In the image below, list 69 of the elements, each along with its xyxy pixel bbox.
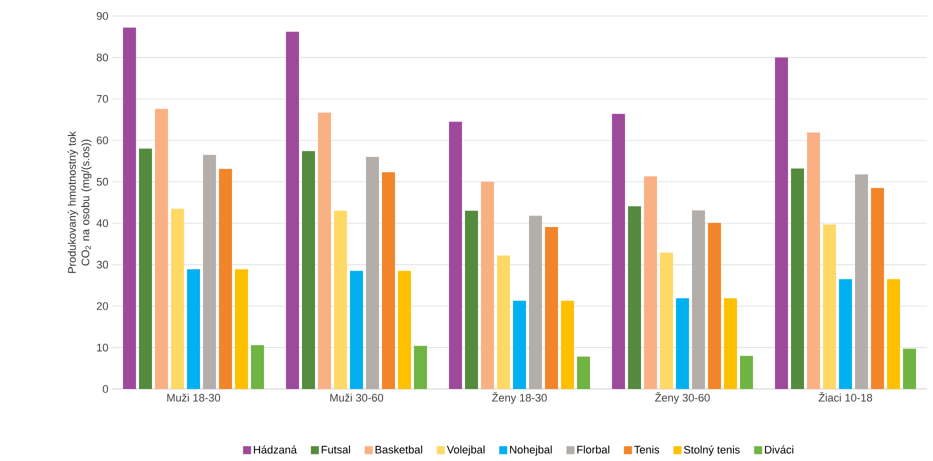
bar: [219, 168, 232, 389]
bar: [628, 206, 642, 389]
y-tick-label: 70: [96, 95, 108, 103]
y-tick-label: 0: [102, 385, 108, 393]
bar: [235, 269, 248, 389]
bar: [740, 356, 754, 389]
bar: [139, 148, 152, 389]
x-tick-label: Ženy 30-60: [655, 392, 710, 404]
bar: [513, 300, 526, 389]
bar: [775, 57, 788, 389]
bar: [903, 348, 916, 389]
bar: [449, 122, 462, 389]
x-tick-label: Ženy 18-30: [492, 392, 547, 404]
bar: [187, 269, 200, 389]
bar: [203, 154, 216, 389]
bar: [807, 132, 820, 389]
bar: [577, 356, 590, 389]
bar: [171, 208, 184, 389]
bar: [791, 168, 804, 389]
y-tick-label: 90: [96, 12, 108, 20]
bar: [561, 300, 574, 389]
y-tick-label: 30: [96, 260, 108, 269]
legend-label: Stolný tenis: [684, 445, 740, 456]
bar: [839, 279, 852, 389]
legend-label: Diváci: [765, 445, 794, 454]
bar: [286, 32, 300, 389]
bar: [660, 252, 674, 389]
legend-label: Volejbal: [446, 445, 484, 456]
bar: [887, 279, 900, 389]
x-tick-label: Žiaci 10-18: [818, 392, 872, 402]
bar: [414, 346, 428, 389]
bar: [855, 174, 868, 389]
bar: [612, 114, 626, 389]
bar: [529, 216, 542, 389]
y-tick-label: 60: [96, 136, 108, 144]
x-tick-label: Muži 18-30: [167, 394, 220, 402]
bar: [871, 188, 884, 389]
bar: [366, 156, 380, 389]
bar: [318, 112, 332, 389]
bar: [334, 210, 348, 389]
y-tick-label: 50: [96, 178, 108, 186]
bar: [545, 226, 558, 389]
bar: [724, 298, 738, 389]
bar: [382, 172, 396, 389]
legend-label: Futsal: [322, 445, 350, 454]
bar: [644, 176, 658, 389]
legend-label: Nohejbal: [510, 445, 552, 456]
bar: [708, 222, 722, 389]
y-tick-label: 20: [96, 302, 108, 310]
y-tick-label: 80: [96, 54, 108, 62]
bar: [481, 182, 494, 389]
legend-label: Hádzaná: [254, 445, 297, 454]
legend-label: Florbal: [577, 445, 610, 454]
y-tick-label: 40: [96, 219, 108, 228]
bar: [676, 298, 690, 389]
legend-label: Basketbal: [376, 445, 422, 454]
bar: [692, 210, 706, 389]
bar: [398, 270, 412, 389]
bar: [350, 270, 364, 389]
legend-label: Tenis: [634, 445, 660, 454]
bar: [155, 108, 168, 389]
bar: [302, 151, 316, 389]
bar: [823, 224, 836, 389]
x-tick-label: Muži 30-60: [330, 394, 384, 402]
bar: [123, 28, 136, 389]
bar: [251, 345, 264, 389]
bar: [465, 210, 478, 389]
bar: [497, 256, 510, 389]
y-tick-label: 10: [97, 344, 108, 352]
